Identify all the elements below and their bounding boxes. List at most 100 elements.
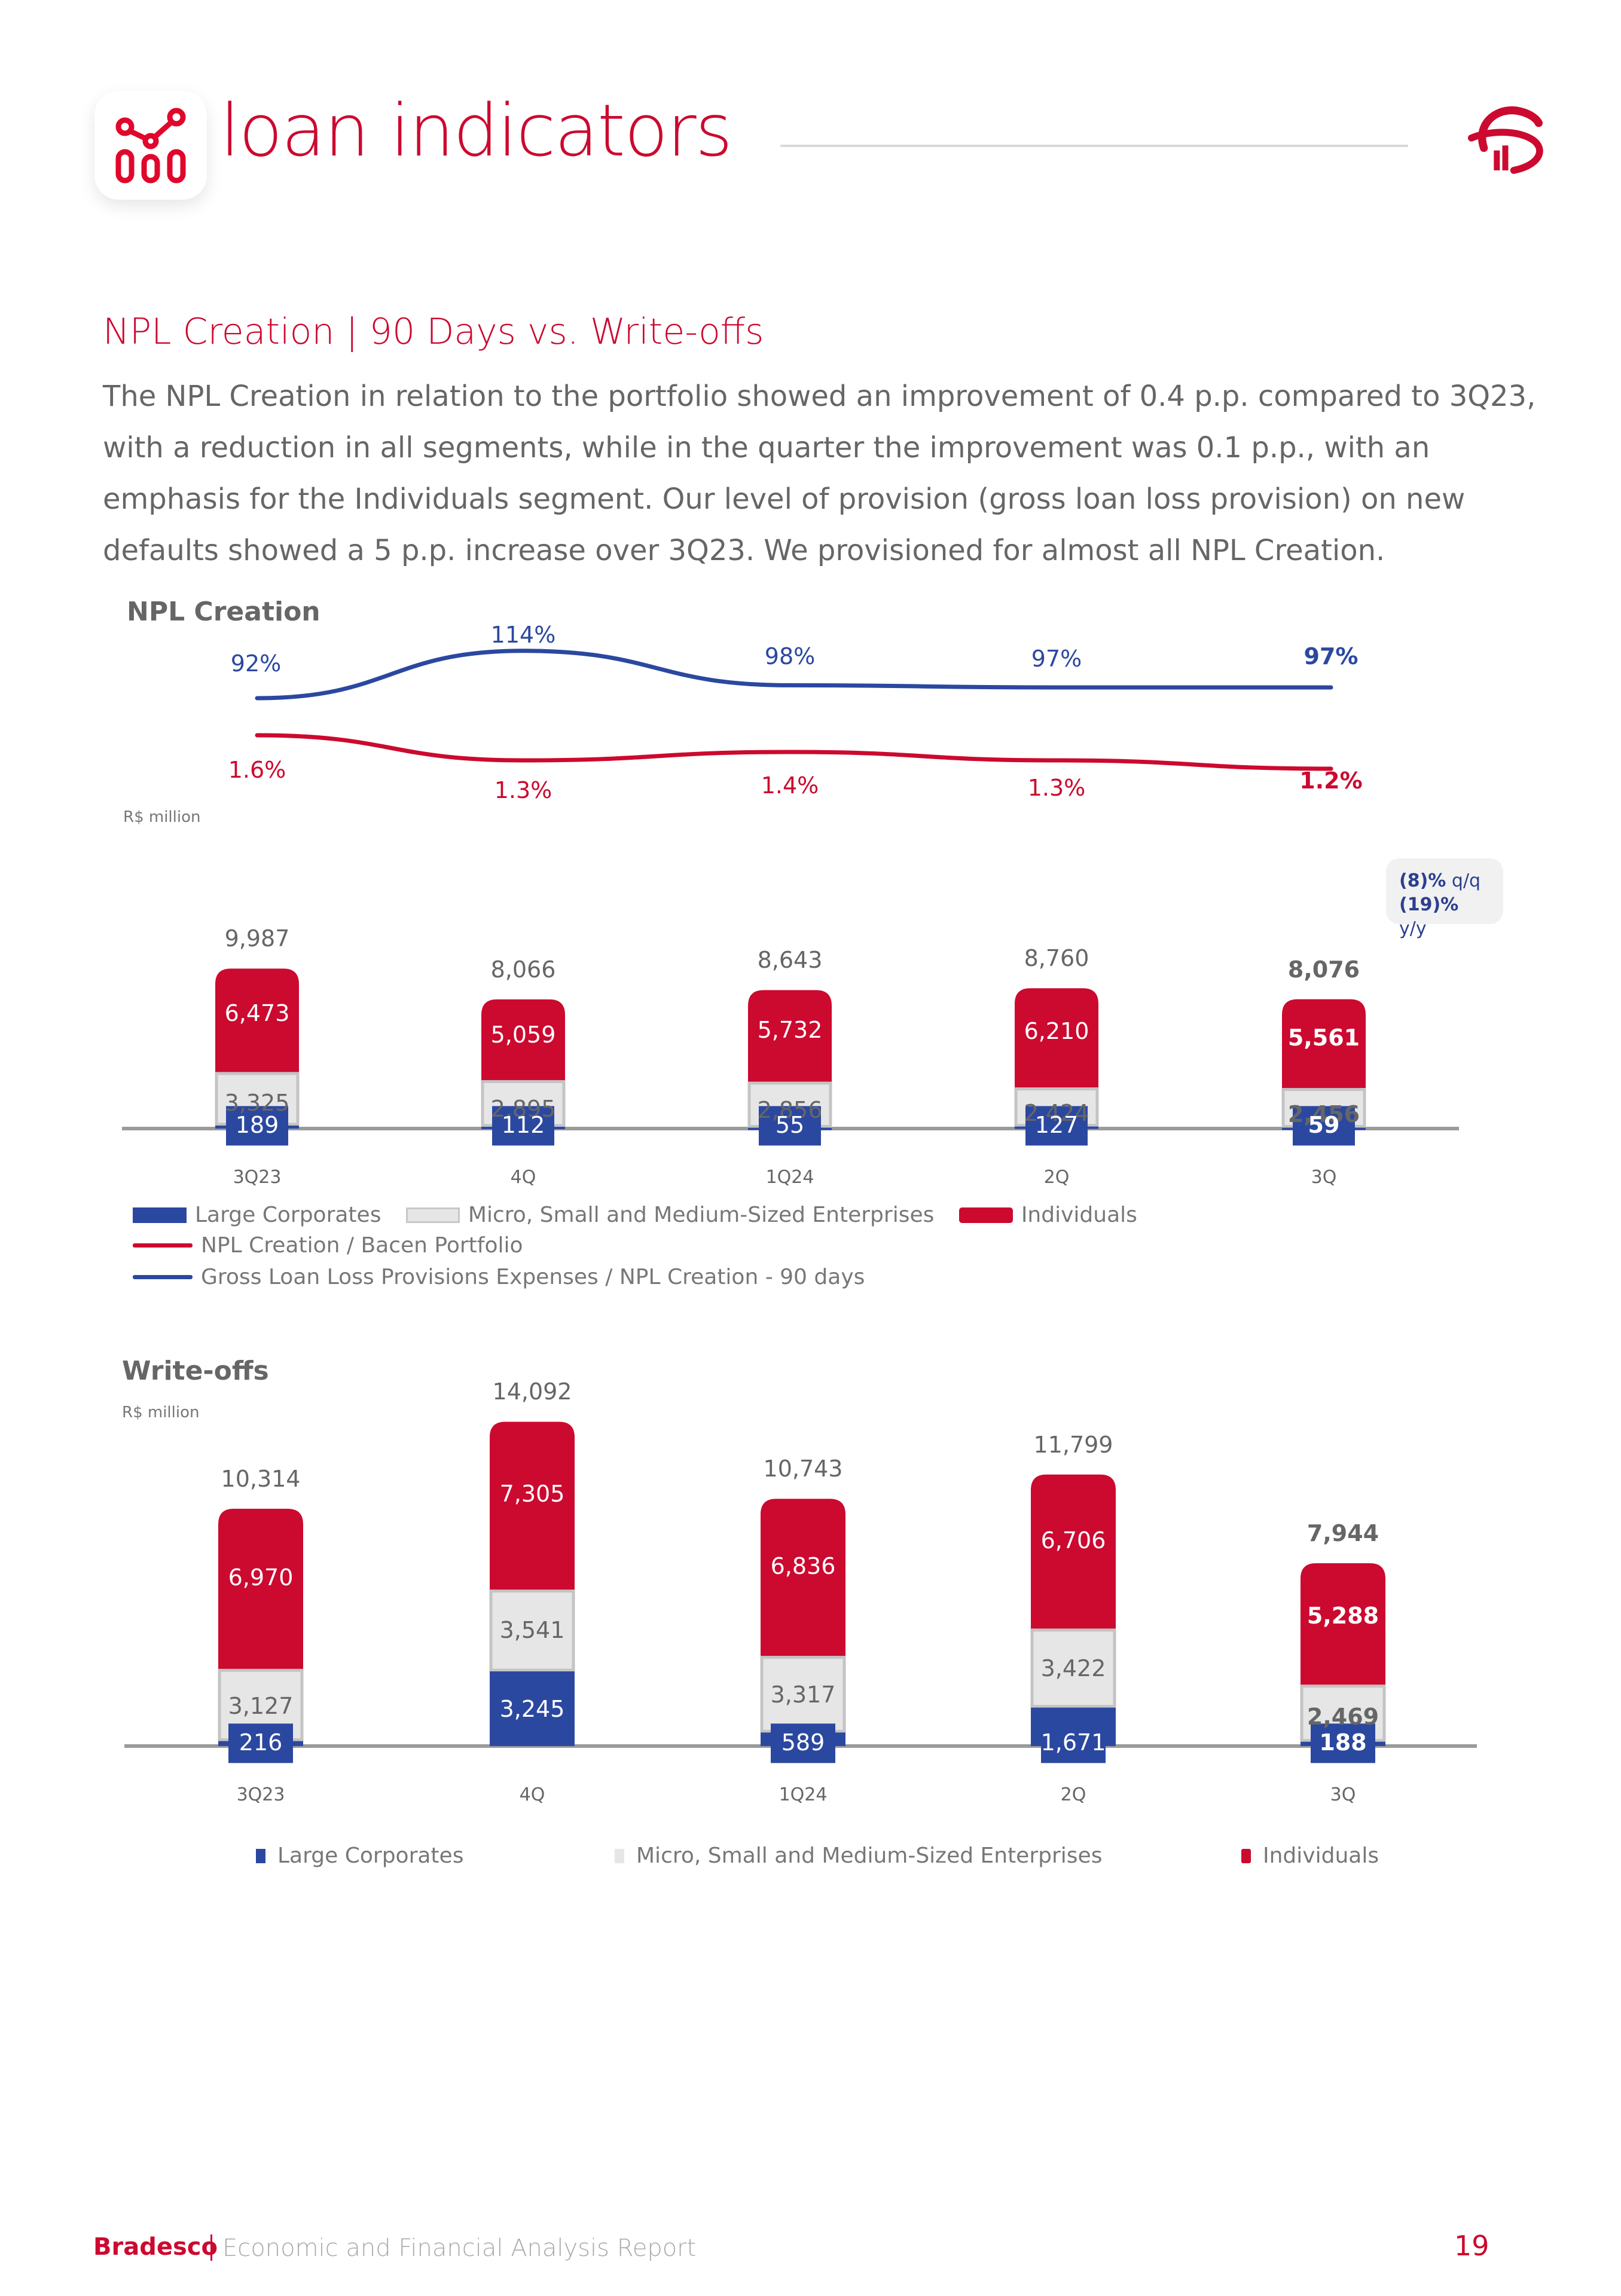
line-gross-llp-label: 97%: [1303, 643, 1359, 669]
writeoffs-unit-label: R$ million: [122, 1404, 200, 1421]
large-corporates-label-box: [492, 1106, 554, 1146]
bar-individuals: [215, 968, 299, 1072]
npl-legend: Large Corporates Micro, Small and Medium…: [133, 1203, 1568, 1289]
legend-large-corporates: Large Corporates: [256, 1843, 463, 1868]
legend-label: Gross Loan Loss Provisions Expenses / NP…: [201, 1264, 865, 1289]
section-paragraph: The NPL Creation in relation to the port…: [103, 380, 1536, 567]
bar-individuals-label: 6,210: [1024, 1018, 1089, 1045]
bar-individuals-label: 6,836: [770, 1552, 836, 1579]
footer-brand: Bradesco: [93, 2233, 218, 2261]
bar-large-corporates-label: 3,245: [499, 1695, 565, 1722]
yy-label: y/y: [1399, 918, 1427, 939]
bar-msme: [489, 1589, 575, 1672]
section-icon-box: [94, 91, 207, 200]
line-npl-bacen-label: 1.2%: [1299, 768, 1363, 794]
qq-value: (8)%: [1399, 870, 1446, 891]
legend-label: Large Corporates: [195, 1203, 381, 1227]
bar-individuals: [1301, 1563, 1385, 1685]
legend-large-corporates: Large Corporates: [133, 1203, 381, 1227]
bar-individuals: [481, 999, 565, 1081]
bar-msme-label: 2,856: [757, 1096, 823, 1123]
large-corporates-label-box: [759, 1106, 821, 1146]
bar-individuals: [218, 1508, 303, 1670]
chart-nodes-icon: [115, 108, 186, 184]
legend-label: Micro, Small and Medium-Sized Enterprise…: [636, 1843, 1103, 1868]
bar-total-label: 9,987: [224, 925, 290, 952]
bar-total-label: 8,076: [1287, 956, 1360, 983]
legend-swatch: [615, 1848, 624, 1863]
bar-individuals-label: 6,473: [224, 1000, 290, 1027]
x-tick-label: 3Q23: [233, 1167, 282, 1188]
x-tick-label: 4Q: [519, 1784, 545, 1805]
legend-msme: Micro, Small and Medium-Sized Enterprise…: [405, 1203, 935, 1227]
bar-individuals-label: 5,561: [1287, 1025, 1360, 1051]
bar-total-label: 8,066: [490, 956, 556, 983]
large-corporates-label-box: [1311, 1723, 1375, 1763]
bar-individuals: [1015, 988, 1098, 1088]
npl-unit-label: R$ million: [123, 808, 201, 826]
line-gross-llp-label: 92%: [230, 650, 282, 677]
bar-large-corporates-label: 1,671: [1040, 1729, 1106, 1756]
legend-label: Individuals: [1021, 1203, 1137, 1227]
npl-bar-chart: [122, 968, 1459, 1146]
npl-variation-badge: (8)% q/q (19)% y/y: [1386, 858, 1503, 939]
bar-large-corporates-label: 112: [501, 1112, 545, 1139]
bar-large-corporates-label: 188: [1319, 1729, 1367, 1756]
npl-line-chart: [255, 649, 1333, 771]
bar-total-label: 11,799: [1033, 1431, 1113, 1458]
x-tick-label: 3Q: [1311, 1167, 1337, 1188]
legend-swatch: [405, 1207, 460, 1223]
x-tick-label: 2Q: [1043, 1167, 1070, 1188]
bar-large-corporates-label: 127: [1034, 1112, 1079, 1139]
bar-total-label: 8,760: [1024, 945, 1089, 972]
large-corporates-label-box: [228, 1723, 293, 1763]
bar-total-label: 10,743: [763, 1456, 843, 1482]
large-corporates-label-box: [1041, 1723, 1106, 1763]
line-gross-llp-label: 98%: [764, 643, 816, 669]
bar-individuals: [761, 1499, 845, 1656]
bar-msme-label: 2,456: [1287, 1100, 1360, 1127]
bar-individuals-label: 5,059: [490, 1021, 556, 1048]
legend-swatch: [133, 1243, 193, 1248]
yy-value: (19)%: [1399, 894, 1459, 915]
bar-large-corporates-label: 589: [781, 1729, 825, 1756]
footer-separator: [210, 2234, 212, 2261]
bar-large-corporates: [490, 1671, 575, 1746]
line-npl-bacen: [255, 733, 1333, 771]
footer-report-name: Economic and Financial Analysis Report: [222, 2234, 697, 2262]
legend-msme: Micro, Small and Medium-Sized Enterprise…: [615, 1843, 1102, 1868]
bar-msme-label: 2,469: [1306, 1703, 1379, 1730]
line-npl-bacen-label: 1.4%: [761, 772, 819, 799]
large-corporates-label-box: [771, 1723, 835, 1763]
bar-individuals-label: 6,970: [228, 1564, 294, 1591]
line-gross-llp-npl: [255, 649, 1333, 701]
bar-msme-label: 2,895: [490, 1095, 556, 1122]
legend-swatch: [958, 1207, 1013, 1223]
writeoffs-bar-chart: [124, 1421, 1477, 1763]
bar-total-label: 8,643: [757, 947, 823, 974]
bar-msme-label: 3,127: [228, 1693, 294, 1720]
large-corporates-label-box: [1293, 1106, 1355, 1146]
bradesco-logo-icon: [1453, 96, 1555, 185]
bar-msme: [760, 1656, 846, 1733]
npl-chart-title: NPL Creation: [127, 597, 320, 627]
line-npl-bacen-label: 1.3%: [494, 777, 552, 803]
bar-individuals-label: 6,706: [1040, 1527, 1106, 1554]
legend-npl-bacen: NPL Creation / Bacen Portfolio: [133, 1233, 523, 1258]
bar-total-label: 7,944: [1306, 1520, 1379, 1547]
line-npl-bacen-label: 1.6%: [228, 757, 286, 783]
legend-label: Micro, Small and Medium-Sized Enterprise…: [468, 1203, 935, 1227]
legend-label: Individuals: [1263, 1843, 1379, 1868]
legend-swatch: [256, 1848, 265, 1863]
bar-msme: [1030, 1628, 1116, 1708]
legend-individuals: Individuals: [958, 1203, 1137, 1227]
section-title: NPL Creation | 90 Days vs. Write-offs: [103, 311, 764, 353]
x-tick-label: 1Q24: [779, 1784, 828, 1805]
x-tick-label: 3Q23: [236, 1784, 285, 1805]
bar-individuals: [1282, 999, 1366, 1089]
bar-large-corporates-label: 189: [235, 1112, 279, 1139]
line-gross-llp-label: 97%: [1031, 646, 1082, 672]
bar-individuals: [490, 1421, 575, 1590]
bar-individuals-label: 5,732: [757, 1016, 823, 1043]
large-corporates-label-box: [226, 1106, 288, 1146]
